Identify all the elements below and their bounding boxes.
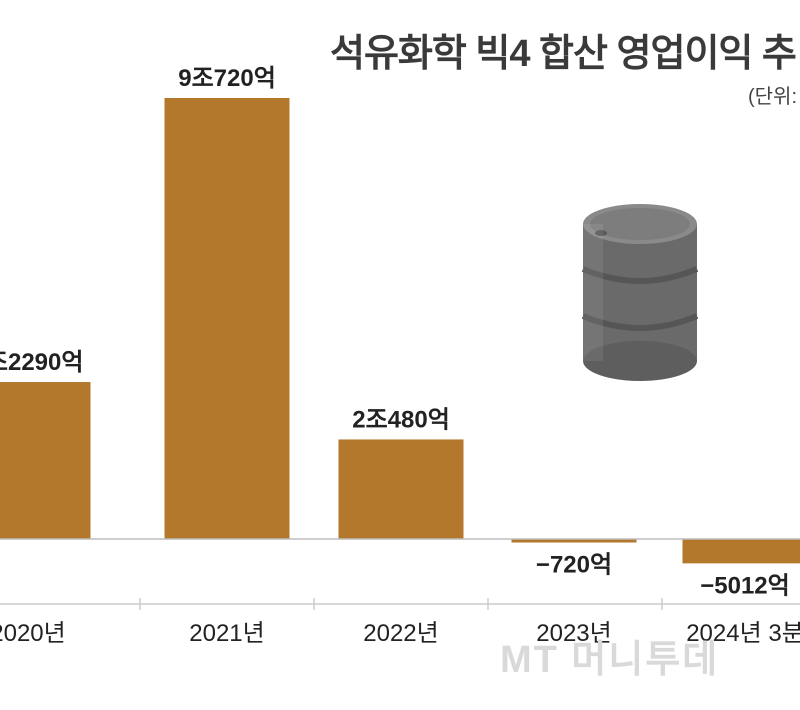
axis-layer <box>0 538 800 610</box>
x-tick-label: 2023년 <box>536 620 611 647</box>
bars-layer <box>0 98 800 564</box>
bar-2 <box>164 98 290 539</box>
data-label: 3조2290억 <box>0 349 83 376</box>
data-label: −5012억 <box>700 572 790 599</box>
bar-5 <box>682 539 800 564</box>
unit-label: (단위: <box>748 86 798 108</box>
labels-layer: 3조2290억 2020년 9조720억 2021년 2조480억 2022년 −720억 2… <box>0 65 800 647</box>
x-tick-label: 2022년 <box>363 620 438 647</box>
bar-1 <box>0 382 91 539</box>
bar-3 <box>338 439 464 539</box>
bar-4 <box>511 539 637 543</box>
chart-title: 석유화학 빅4 합산 영업이익 추 <box>330 33 797 75</box>
x-tick-label: 2021년 <box>189 620 264 647</box>
x-tick-label: 2020년 <box>0 620 66 647</box>
oil-barrel-icon <box>581 204 699 381</box>
x-tick-label: 2024년 3분 <box>686 620 800 647</box>
data-label: 9조720억 <box>178 65 276 92</box>
watermark-logo: MT 머니투데 <box>500 639 720 681</box>
data-label: 2조480억 <box>352 406 450 433</box>
data-label: −720억 <box>536 552 612 579</box>
